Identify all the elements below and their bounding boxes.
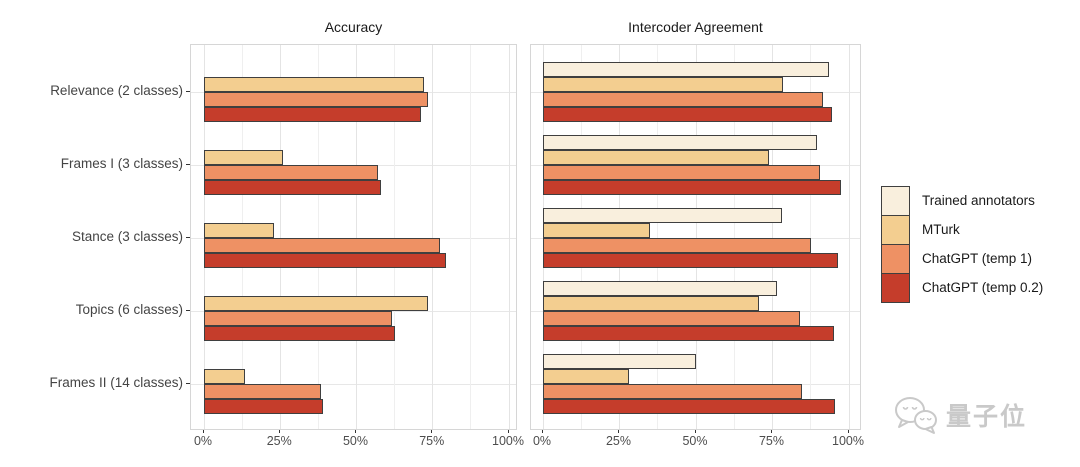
x-axis-tick (541, 430, 543, 433)
bar (204, 92, 429, 107)
panel-title-intercoder-agreement: Intercoder Agreement (628, 19, 763, 35)
watermark: 量子位 (893, 395, 1027, 435)
gridline-vertical (470, 45, 472, 429)
x-axis-tick (355, 430, 356, 433)
bar (204, 165, 378, 180)
bar (543, 62, 830, 77)
legend-swatch (881, 273, 910, 303)
bar (204, 311, 392, 326)
bar (543, 238, 811, 253)
category-axis-tick (186, 163, 190, 165)
x-tick-label: 50% (342, 434, 369, 448)
x-tick-label: 25% (605, 434, 632, 448)
bar (543, 107, 833, 122)
panel-title-accuracy: Accuracy (324, 19, 383, 35)
gridline-vertical (848, 45, 850, 429)
bar (543, 223, 651, 238)
legend-swatch (881, 215, 910, 245)
bar (543, 354, 696, 369)
watermark-text: 量子位 (946, 403, 1028, 431)
legend-label: MTurk (922, 222, 960, 237)
x-axis-tick (618, 430, 619, 433)
bar (204, 369, 246, 384)
wechat-chat-bubbles-icon (895, 397, 937, 434)
bar (204, 150, 284, 165)
x-tick-label: 50% (682, 434, 708, 448)
category-label: Frames II (14 classes) (49, 375, 183, 390)
gridline-vertical (657, 45, 659, 429)
gridline-vertical (733, 45, 735, 429)
gridline-vertical (508, 45, 510, 429)
x-axis-tick (202, 430, 204, 433)
gridline-vertical (279, 45, 281, 429)
bar (204, 384, 322, 399)
legend-label: Trained annotators (922, 193, 1035, 208)
category-axis-tick (186, 309, 190, 311)
bar (543, 281, 778, 296)
bar (543, 77, 784, 92)
bar (204, 399, 323, 414)
gridline-vertical (394, 45, 396, 429)
bar (543, 208, 782, 223)
legend-label: ChatGPT (temp 0.2) (922, 280, 1044, 295)
bar (543, 384, 802, 399)
bar (543, 253, 839, 268)
bar (543, 311, 801, 326)
x-tick-label: 25% (266, 434, 292, 448)
x-axis-tick (847, 430, 849, 433)
bar (204, 77, 424, 92)
bar (543, 369, 629, 384)
gridline-vertical (810, 45, 812, 429)
gridline-vertical (695, 45, 697, 429)
bar (543, 180, 842, 195)
bar (204, 223, 275, 238)
gridline-vertical (432, 45, 434, 429)
category-label: Relevance (2 classes) (50, 83, 183, 98)
panel-accuracy (190, 44, 517, 430)
bar (543, 296, 759, 311)
category-label: Stance (3 classes) (71, 229, 183, 244)
category-label: Topics (6 classes) (75, 302, 183, 317)
bar (543, 165, 820, 180)
legend-label: ChatGPT (temp 1) (922, 251, 1033, 266)
bar (543, 150, 770, 165)
x-tick-label: 0% (193, 434, 213, 448)
panel-intercoder-agreement (530, 44, 861, 430)
x-tick-label: 100% (492, 434, 524, 448)
x-axis-tick (278, 430, 280, 433)
bar (543, 399, 836, 414)
legend-swatch (881, 186, 910, 216)
category-label: Frames I (3 classes) (60, 156, 183, 171)
x-tick-label: 100% (832, 434, 864, 448)
bar (204, 180, 381, 195)
category-axis-tick (186, 382, 190, 384)
category-axis-tick (186, 90, 190, 92)
legend-swatch (881, 244, 910, 274)
bar (204, 296, 429, 311)
gridline-vertical (772, 45, 773, 429)
bar (543, 135, 817, 150)
x-axis-tick (507, 430, 509, 433)
bar (543, 326, 834, 341)
gridline-vertical (317, 45, 319, 429)
x-tick-label: 0% (532, 434, 552, 448)
x-axis-tick (771, 430, 772, 433)
bar (204, 326, 395, 341)
x-tick-label: 75% (758, 434, 785, 448)
gridline-horizontal (191, 383, 516, 385)
x-axis-tick (694, 430, 696, 433)
x-tick-label: 75% (419, 434, 445, 448)
category-axis-tick (186, 236, 190, 238)
bar (204, 253, 447, 268)
bar (543, 92, 823, 107)
bar (204, 107, 421, 122)
bar (204, 238, 441, 253)
x-axis-tick (431, 430, 433, 433)
gridline-vertical (356, 45, 357, 429)
